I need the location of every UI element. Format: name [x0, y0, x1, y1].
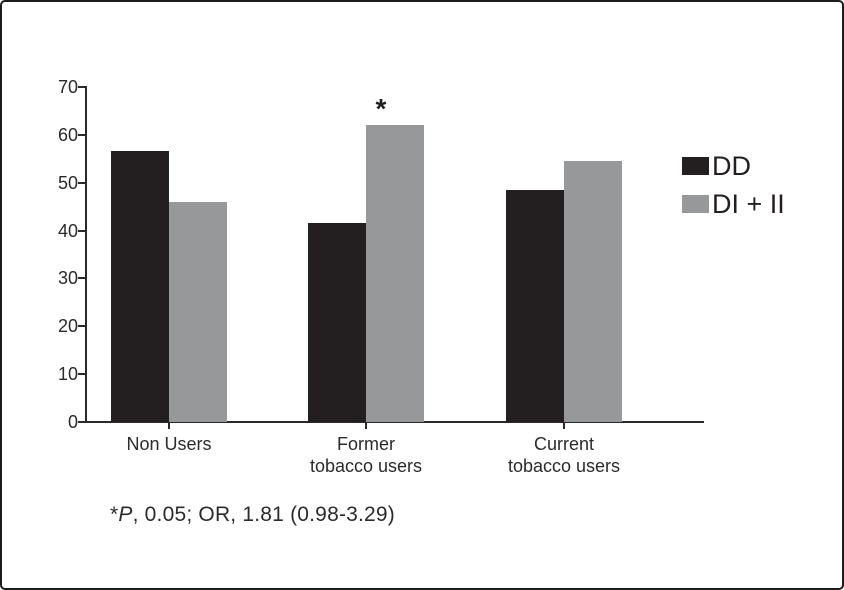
y-tick-label: 60	[57, 124, 78, 145]
bar-dd-0	[111, 150, 169, 422]
x-axis	[85, 421, 704, 423]
y-tick	[78, 229, 85, 232]
x-tick	[563, 423, 565, 429]
y-tick	[78, 325, 85, 328]
legend: DD DI + II	[682, 151, 785, 219]
y-tick	[78, 277, 85, 280]
x-category-label: Non Users	[126, 434, 212, 454]
y-tick-label: 70	[57, 77, 78, 97]
x-category-label: Current tobacco users	[507, 434, 621, 476]
y-tick	[78, 86, 85, 88]
y-tick	[78, 373, 85, 376]
y-tick-label: 20	[57, 316, 78, 337]
y-tick-label: 10	[57, 364, 78, 385]
y-tick-label: 30	[57, 268, 78, 289]
x-category-label: Former tobacco users	[309, 434, 423, 476]
y-axis	[85, 86, 87, 422]
y-tick-label: 50	[57, 172, 78, 193]
bar-di-ii-1	[366, 125, 424, 422]
footnote: *P, 0.05; OR, 1.81 (0.98-3.29)	[110, 503, 395, 527]
bar-dd-2	[506, 190, 564, 422]
footnote-asterisk: *	[110, 503, 119, 526]
footnote-text: , 0.05; OR, 1.81 (0.98-3.29)	[132, 503, 396, 526]
legend-entry-di-ii: DI + II	[682, 189, 785, 219]
legend-swatch-dd	[682, 157, 709, 175]
y-tick	[78, 421, 85, 423]
significance-asterisk: *	[375, 93, 387, 125]
bar-dd-1	[308, 223, 366, 422]
y-tick-label: 40	[57, 220, 78, 241]
y-tick	[78, 133, 85, 136]
y-tick	[78, 181, 85, 184]
footnote-p-italic: P	[118, 503, 133, 526]
x-tick	[168, 423, 170, 429]
legend-entry-dd: DD	[682, 151, 785, 181]
legend-label-di-ii: DI + II	[712, 189, 785, 219]
bar-di-ii-2	[564, 161, 622, 422]
y-tick-label: 0	[67, 412, 78, 432]
legend-swatch-di-ii	[682, 195, 709, 213]
bar-di-ii-0	[169, 202, 227, 422]
x-tick	[365, 423, 367, 429]
legend-label-dd: DD	[712, 151, 751, 181]
